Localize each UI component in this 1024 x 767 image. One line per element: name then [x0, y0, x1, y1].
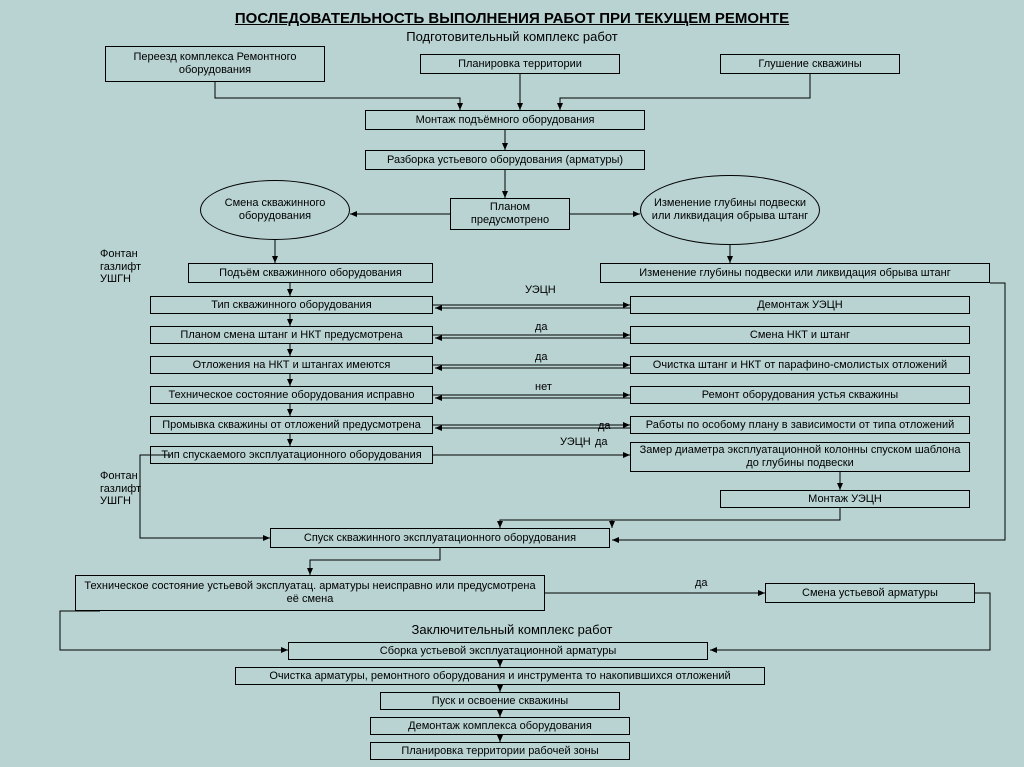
subtitle-prep: Подготовительный комплекс работ [0, 30, 1024, 45]
node-wellhead-repair: Ремонт оборудования устья скважины [630, 386, 970, 404]
node-hoist-assembly: Монтаж подъёмного оборудования [365, 110, 645, 130]
ellipse-depth-change: Изменение глубины подвески или ликвидаци… [640, 175, 820, 245]
node-lowered-equipment-type: Тип спускаемого эксплуатационного оборуд… [150, 446, 433, 464]
node-depth-change-box: Изменение глубины подвески или ликвидаци… [600, 263, 990, 283]
edge-label-da-3: да [598, 420, 611, 433]
node-lift-equipment: Подъём скважинного оборудования [188, 263, 433, 283]
node-dismantle-complex: Демонтаж комплекса оборудования [370, 717, 630, 735]
node-relocation: Переезд комплекса Ремонтного оборудовани… [105, 46, 325, 82]
node-run-in-equipment: Спуск скважинного эксплуатационного обор… [270, 528, 610, 548]
node-tech-condition-ok: Техническое состояние оборудования испра… [150, 386, 433, 404]
node-assemble-wellhead: Сборка устьевой эксплуатационной арматур… [288, 642, 708, 660]
edge-label-da-2: да [535, 351, 548, 364]
node-clean-deposits: Очистка штанг и НКТ от парафино-смолисты… [630, 356, 970, 374]
node-change-nkt: Смена НКТ и штанг [630, 326, 970, 344]
node-replace-wellhead: Смена устьевой арматуры [765, 583, 975, 603]
page-title: ПОСЛЕДОВАТЕЛЬНОСТЬ ВЫПОЛНЕНИЯ РАБОТ ПРИ … [0, 10, 1024, 27]
edge-label-da-1: да [535, 321, 548, 334]
edge-label-uecn-1: УЭЦН [525, 284, 556, 297]
node-territory-planning: Планировка территории [420, 54, 620, 74]
node-wellhead-disassembly: Разборка устьевого оборудования (арматур… [365, 150, 645, 170]
edge-label-net: нет [535, 381, 552, 394]
side-label-bottom: Фонтан газлифт УШГН [100, 470, 170, 508]
edge-label-da-4: да [595, 436, 608, 449]
node-clean-equipment: Очистка арматуры, ремонтного оборудовани… [235, 667, 765, 685]
node-well-killing: Глушение скважины [720, 54, 900, 74]
node-equipment-type: Тип скважинного оборудования [150, 296, 433, 314]
node-uecn-dismount: Демонтаж УЭЦН [630, 296, 970, 314]
node-uecn-mount: Монтаж УЭЦН [720, 490, 970, 508]
node-special-plan-works: Работы по особому плану в зависимости от… [630, 416, 970, 434]
node-deposits-present: Отложения на НКТ и штангах имеются [150, 356, 433, 374]
edge-label-uecn-2: УЭЦН [560, 436, 591, 449]
node-plan-provides: Планом предусмотрено [450, 198, 570, 230]
node-start-well: Пуск и освоение скважины [380, 692, 620, 710]
node-plan-change: Планом смена штанг и НКТ предусмотрена [150, 326, 433, 344]
side-label-top: Фонтан газлифт УШГН [100, 248, 170, 286]
node-site-planning-final: Планировка территории рабочей зоны [370, 742, 630, 760]
node-diameter-measure: Замер диаметра эксплуатационной колонны … [630, 442, 970, 472]
edge-label-da-5: да [695, 577, 708, 590]
node-flushing-planned: Промывка скважины от отложений предусмот… [150, 416, 433, 434]
node-wellhead-condition: Техническое состояние устьевой эксплуата… [75, 575, 545, 611]
ellipse-change-equipment: Смена скважинного оборудования [200, 180, 350, 240]
subtitle-final: Заключительный комплекс работ [0, 623, 1024, 638]
